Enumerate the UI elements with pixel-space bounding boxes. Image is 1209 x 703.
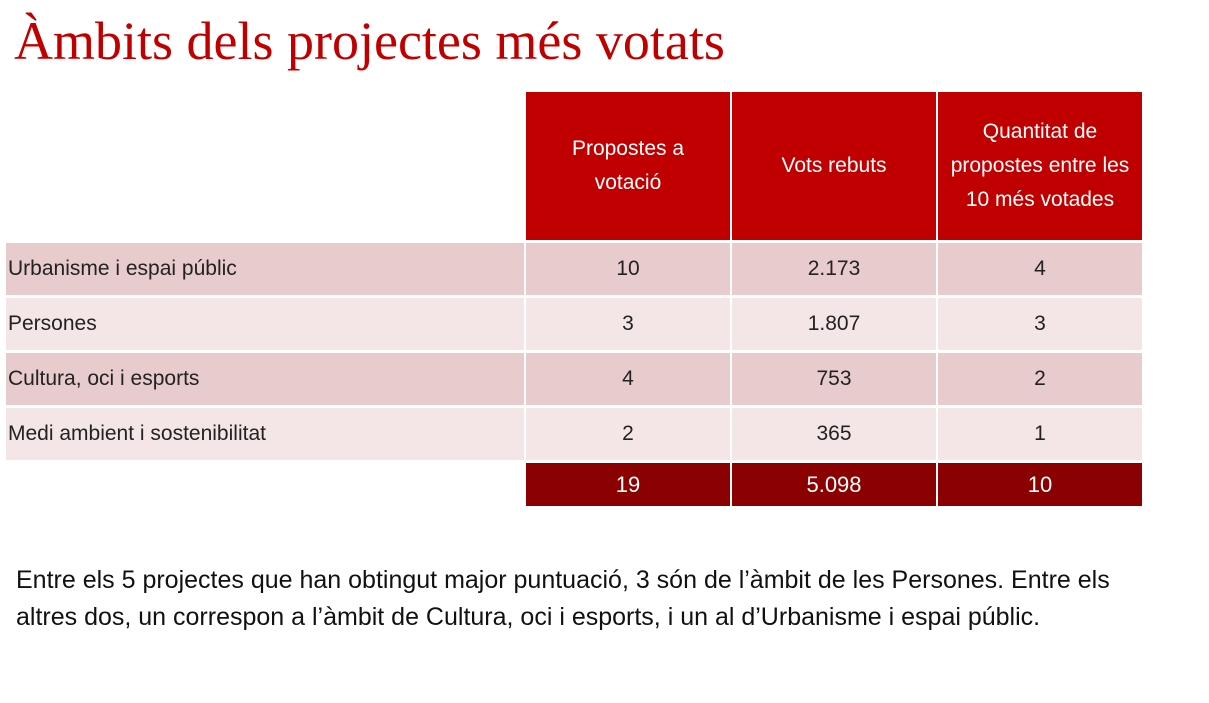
table-row: Cultura, oci i esports 4 753 2 bbox=[6, 353, 1144, 405]
total-cell: 5.098 bbox=[732, 463, 936, 506]
projects-table: Propostes a votació Vots rebuts Quantita… bbox=[6, 92, 1144, 509]
value-cell: 2 bbox=[526, 408, 730, 460]
value-cell: 3 bbox=[938, 298, 1142, 350]
page-title: Àmbits dels projectes més votats bbox=[14, 11, 725, 71]
value-cell: 2.173 bbox=[732, 243, 936, 295]
total-cell bbox=[6, 463, 524, 506]
table-row: Urbanisme i espai públic 10 2.173 4 bbox=[6, 243, 1144, 295]
header-cell: Quantitat de propostes entre les 10 més … bbox=[938, 92, 1142, 240]
category-cell: Medi ambient i sostenibilitat bbox=[6, 408, 524, 460]
value-cell: 10 bbox=[526, 243, 730, 295]
total-cell: 10 bbox=[938, 463, 1142, 506]
value-cell: 1.807 bbox=[732, 298, 936, 350]
category-cell: Cultura, oci i esports bbox=[6, 353, 524, 405]
value-cell: 365 bbox=[732, 408, 936, 460]
value-cell: 1 bbox=[938, 408, 1142, 460]
value-cell: 2 bbox=[938, 353, 1142, 405]
value-cell: 753 bbox=[732, 353, 936, 405]
table-header-row: Propostes a votació Vots rebuts Quantita… bbox=[6, 92, 1144, 240]
summary-paragraph: Entre els 5 projectes que han obtingut m… bbox=[16, 566, 1110, 631]
header-cell bbox=[6, 92, 524, 240]
table-row: Persones 3 1.807 3 bbox=[6, 298, 1144, 350]
value-cell: 4 bbox=[938, 243, 1142, 295]
total-cell: 19 bbox=[526, 463, 730, 506]
table-totals-row: 19 5.098 10 bbox=[6, 463, 1144, 506]
value-cell: 3 bbox=[526, 298, 730, 350]
category-cell: Urbanisme i espai públic bbox=[6, 243, 524, 295]
category-cell: Persones bbox=[6, 298, 524, 350]
table-row: Medi ambient i sostenibilitat 2 365 1 bbox=[6, 408, 1144, 460]
header-cell: Propostes a votació bbox=[526, 92, 730, 240]
value-cell: 4 bbox=[526, 353, 730, 405]
header-cell: Vots rebuts bbox=[732, 92, 936, 240]
